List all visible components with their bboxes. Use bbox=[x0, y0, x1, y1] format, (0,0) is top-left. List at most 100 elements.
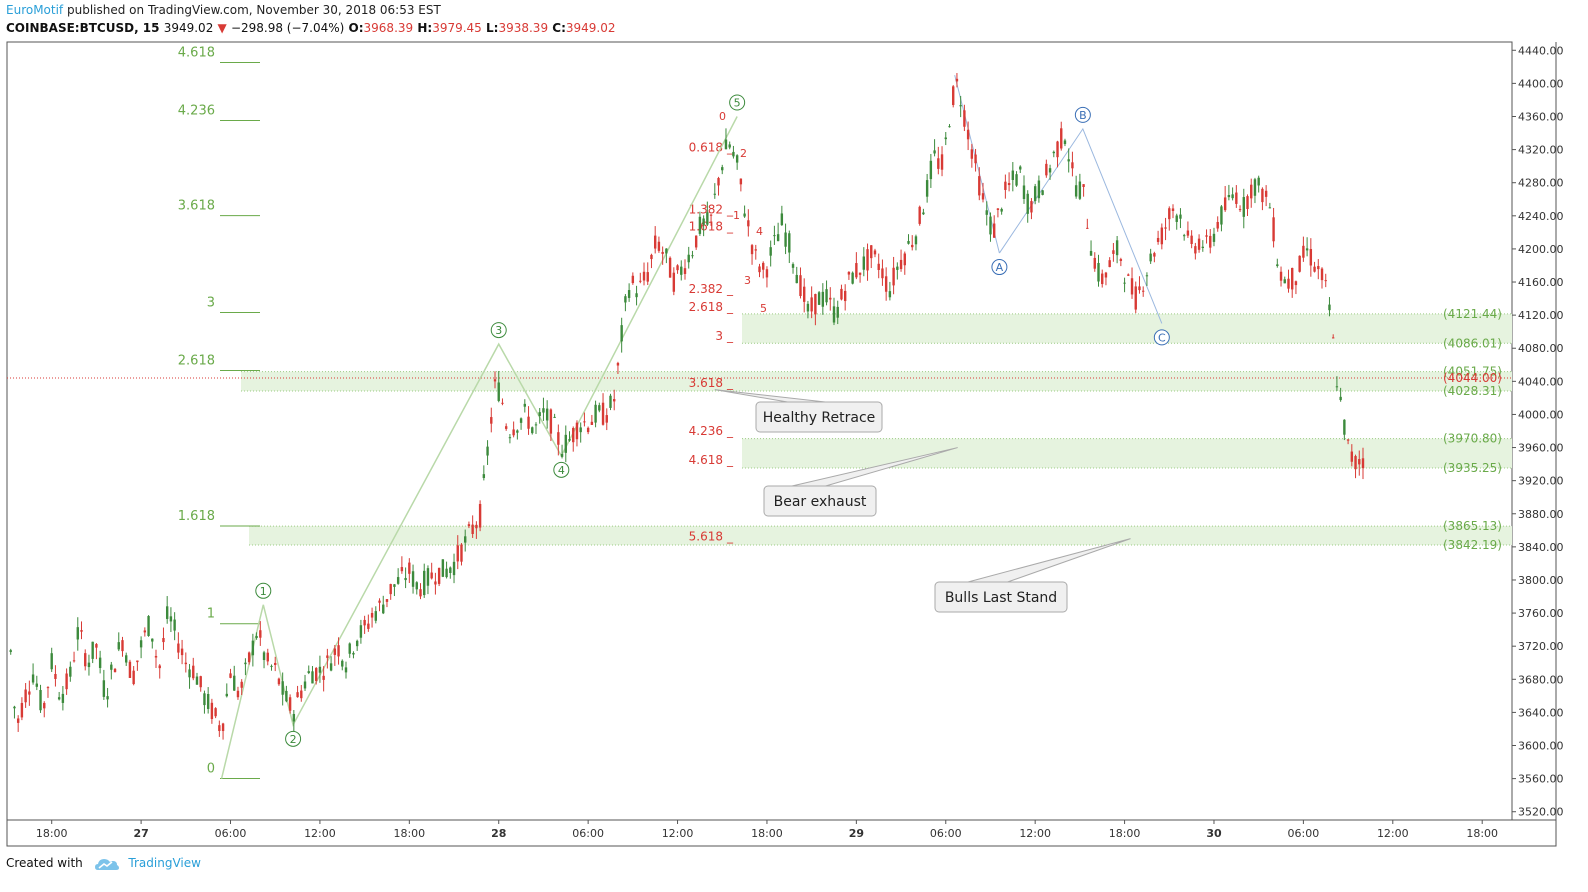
callout-box bbox=[763, 485, 877, 517]
candle-body bbox=[1328, 304, 1331, 311]
author-link[interactable]: EuroMotif bbox=[6, 3, 64, 17]
candle-body bbox=[244, 662, 247, 665]
candle-body bbox=[694, 235, 698, 248]
candle-body bbox=[344, 667, 348, 673]
y-tick-label: 3520.00 bbox=[1518, 806, 1564, 819]
candle-body bbox=[542, 408, 545, 413]
abc-marker-circle bbox=[1074, 106, 1091, 123]
y-tick-label: 3920.00 bbox=[1518, 475, 1564, 488]
sub-wave-label: 5 bbox=[760, 302, 767, 315]
candle-body bbox=[1168, 208, 1171, 220]
candle-body bbox=[1108, 260, 1111, 268]
fib-left-label: 2.618 bbox=[178, 353, 215, 368]
candle-body bbox=[173, 619, 176, 631]
candle-body bbox=[385, 599, 389, 602]
open-label: O: bbox=[348, 21, 364, 35]
candle-body bbox=[1257, 177, 1260, 186]
sub-wave-label: 3 bbox=[744, 274, 751, 287]
y-tick-label: 3560.00 bbox=[1518, 773, 1564, 786]
fib-mid-tick: _ bbox=[726, 453, 734, 467]
wave-marker-label: 3 bbox=[495, 324, 502, 337]
candle-body bbox=[1279, 271, 1283, 281]
candle-body bbox=[1197, 238, 1201, 250]
candle-body bbox=[1287, 278, 1290, 289]
candle-body bbox=[132, 670, 135, 685]
candle-body bbox=[415, 582, 418, 590]
candle-body bbox=[1242, 197, 1245, 217]
candle-body bbox=[50, 653, 53, 670]
candle-body bbox=[959, 105, 962, 107]
candle-body bbox=[1313, 266, 1316, 272]
x-tick-label: 06:00 bbox=[572, 827, 604, 840]
candle-body bbox=[653, 235, 657, 249]
candle-body bbox=[1264, 190, 1268, 197]
candle-body bbox=[341, 660, 344, 667]
candle-body bbox=[270, 665, 273, 667]
candle-body bbox=[914, 236, 918, 245]
callout-text: Bear exhaust bbox=[774, 494, 867, 510]
zone-label-bottom: (3842.19) bbox=[1443, 538, 1502, 552]
candle-body bbox=[259, 630, 262, 638]
candle-body bbox=[944, 137, 947, 140]
y-tick-label: 4440.00 bbox=[1518, 44, 1564, 57]
candle-body bbox=[1022, 185, 1026, 199]
candle-body bbox=[143, 630, 147, 633]
candle-body bbox=[1220, 206, 1223, 225]
candle-body bbox=[1235, 192, 1238, 204]
candle-body bbox=[504, 426, 508, 429]
candle-body bbox=[411, 571, 415, 587]
candle-body bbox=[493, 379, 497, 382]
candle-body bbox=[635, 293, 638, 298]
abc-marker-circle bbox=[1153, 329, 1170, 346]
candle-body bbox=[601, 402, 605, 425]
candle-body bbox=[464, 536, 467, 543]
wave-marker-circle bbox=[490, 322, 507, 339]
fib-mid-tick: _ bbox=[726, 329, 734, 343]
candle-body bbox=[311, 671, 314, 684]
candle-body bbox=[251, 640, 255, 656]
candle-body bbox=[87, 662, 91, 668]
candle-body bbox=[169, 616, 173, 622]
y-tick-label: 4360.00 bbox=[1518, 110, 1564, 123]
candle-body bbox=[46, 687, 50, 689]
candle-body bbox=[646, 272, 649, 282]
zone-label-bottom: (4086.01) bbox=[1443, 336, 1502, 350]
candle-body bbox=[1142, 290, 1145, 292]
candle-body bbox=[963, 110, 966, 127]
candle-body bbox=[430, 572, 433, 579]
candle-body bbox=[117, 642, 120, 650]
candle-body bbox=[974, 154, 977, 164]
tradingview-link[interactable]: TradingView bbox=[128, 856, 201, 870]
candle-body bbox=[72, 660, 76, 662]
candle-body bbox=[1130, 278, 1134, 295]
fib-mid-label: 4.618 bbox=[689, 453, 723, 467]
wave-marker-label: 4 bbox=[558, 464, 565, 477]
y-tick-label: 3600.00 bbox=[1518, 740, 1564, 753]
candle-body bbox=[713, 193, 716, 195]
candle-body bbox=[337, 645, 340, 657]
candle-body bbox=[434, 581, 437, 585]
y-tick-label: 4240.00 bbox=[1518, 210, 1564, 223]
footer: Created with TradingView bbox=[6, 856, 201, 871]
candle-body bbox=[814, 294, 817, 315]
candle-body bbox=[691, 255, 694, 257]
candle-body bbox=[650, 254, 653, 260]
zone-label-top: (4051.75) bbox=[1443, 365, 1502, 379]
candle-body bbox=[925, 180, 929, 197]
candle-body bbox=[1171, 208, 1175, 211]
y-tick-label: 4120.00 bbox=[1518, 309, 1564, 322]
candle-body bbox=[1097, 262, 1100, 282]
candle-body bbox=[1074, 185, 1078, 197]
candle-body bbox=[378, 600, 381, 603]
y-tick-label: 3640.00 bbox=[1518, 706, 1564, 719]
candle-body bbox=[333, 648, 337, 655]
candle-body bbox=[832, 306, 836, 323]
x-tick-label: 18:00 bbox=[393, 827, 425, 840]
candle-body bbox=[1048, 168, 1052, 173]
candle-body bbox=[1052, 151, 1055, 154]
abc-marker-label: B bbox=[1079, 109, 1087, 122]
candle-body bbox=[899, 259, 903, 270]
candle-body bbox=[1067, 159, 1070, 162]
candle-body bbox=[1101, 273, 1104, 285]
